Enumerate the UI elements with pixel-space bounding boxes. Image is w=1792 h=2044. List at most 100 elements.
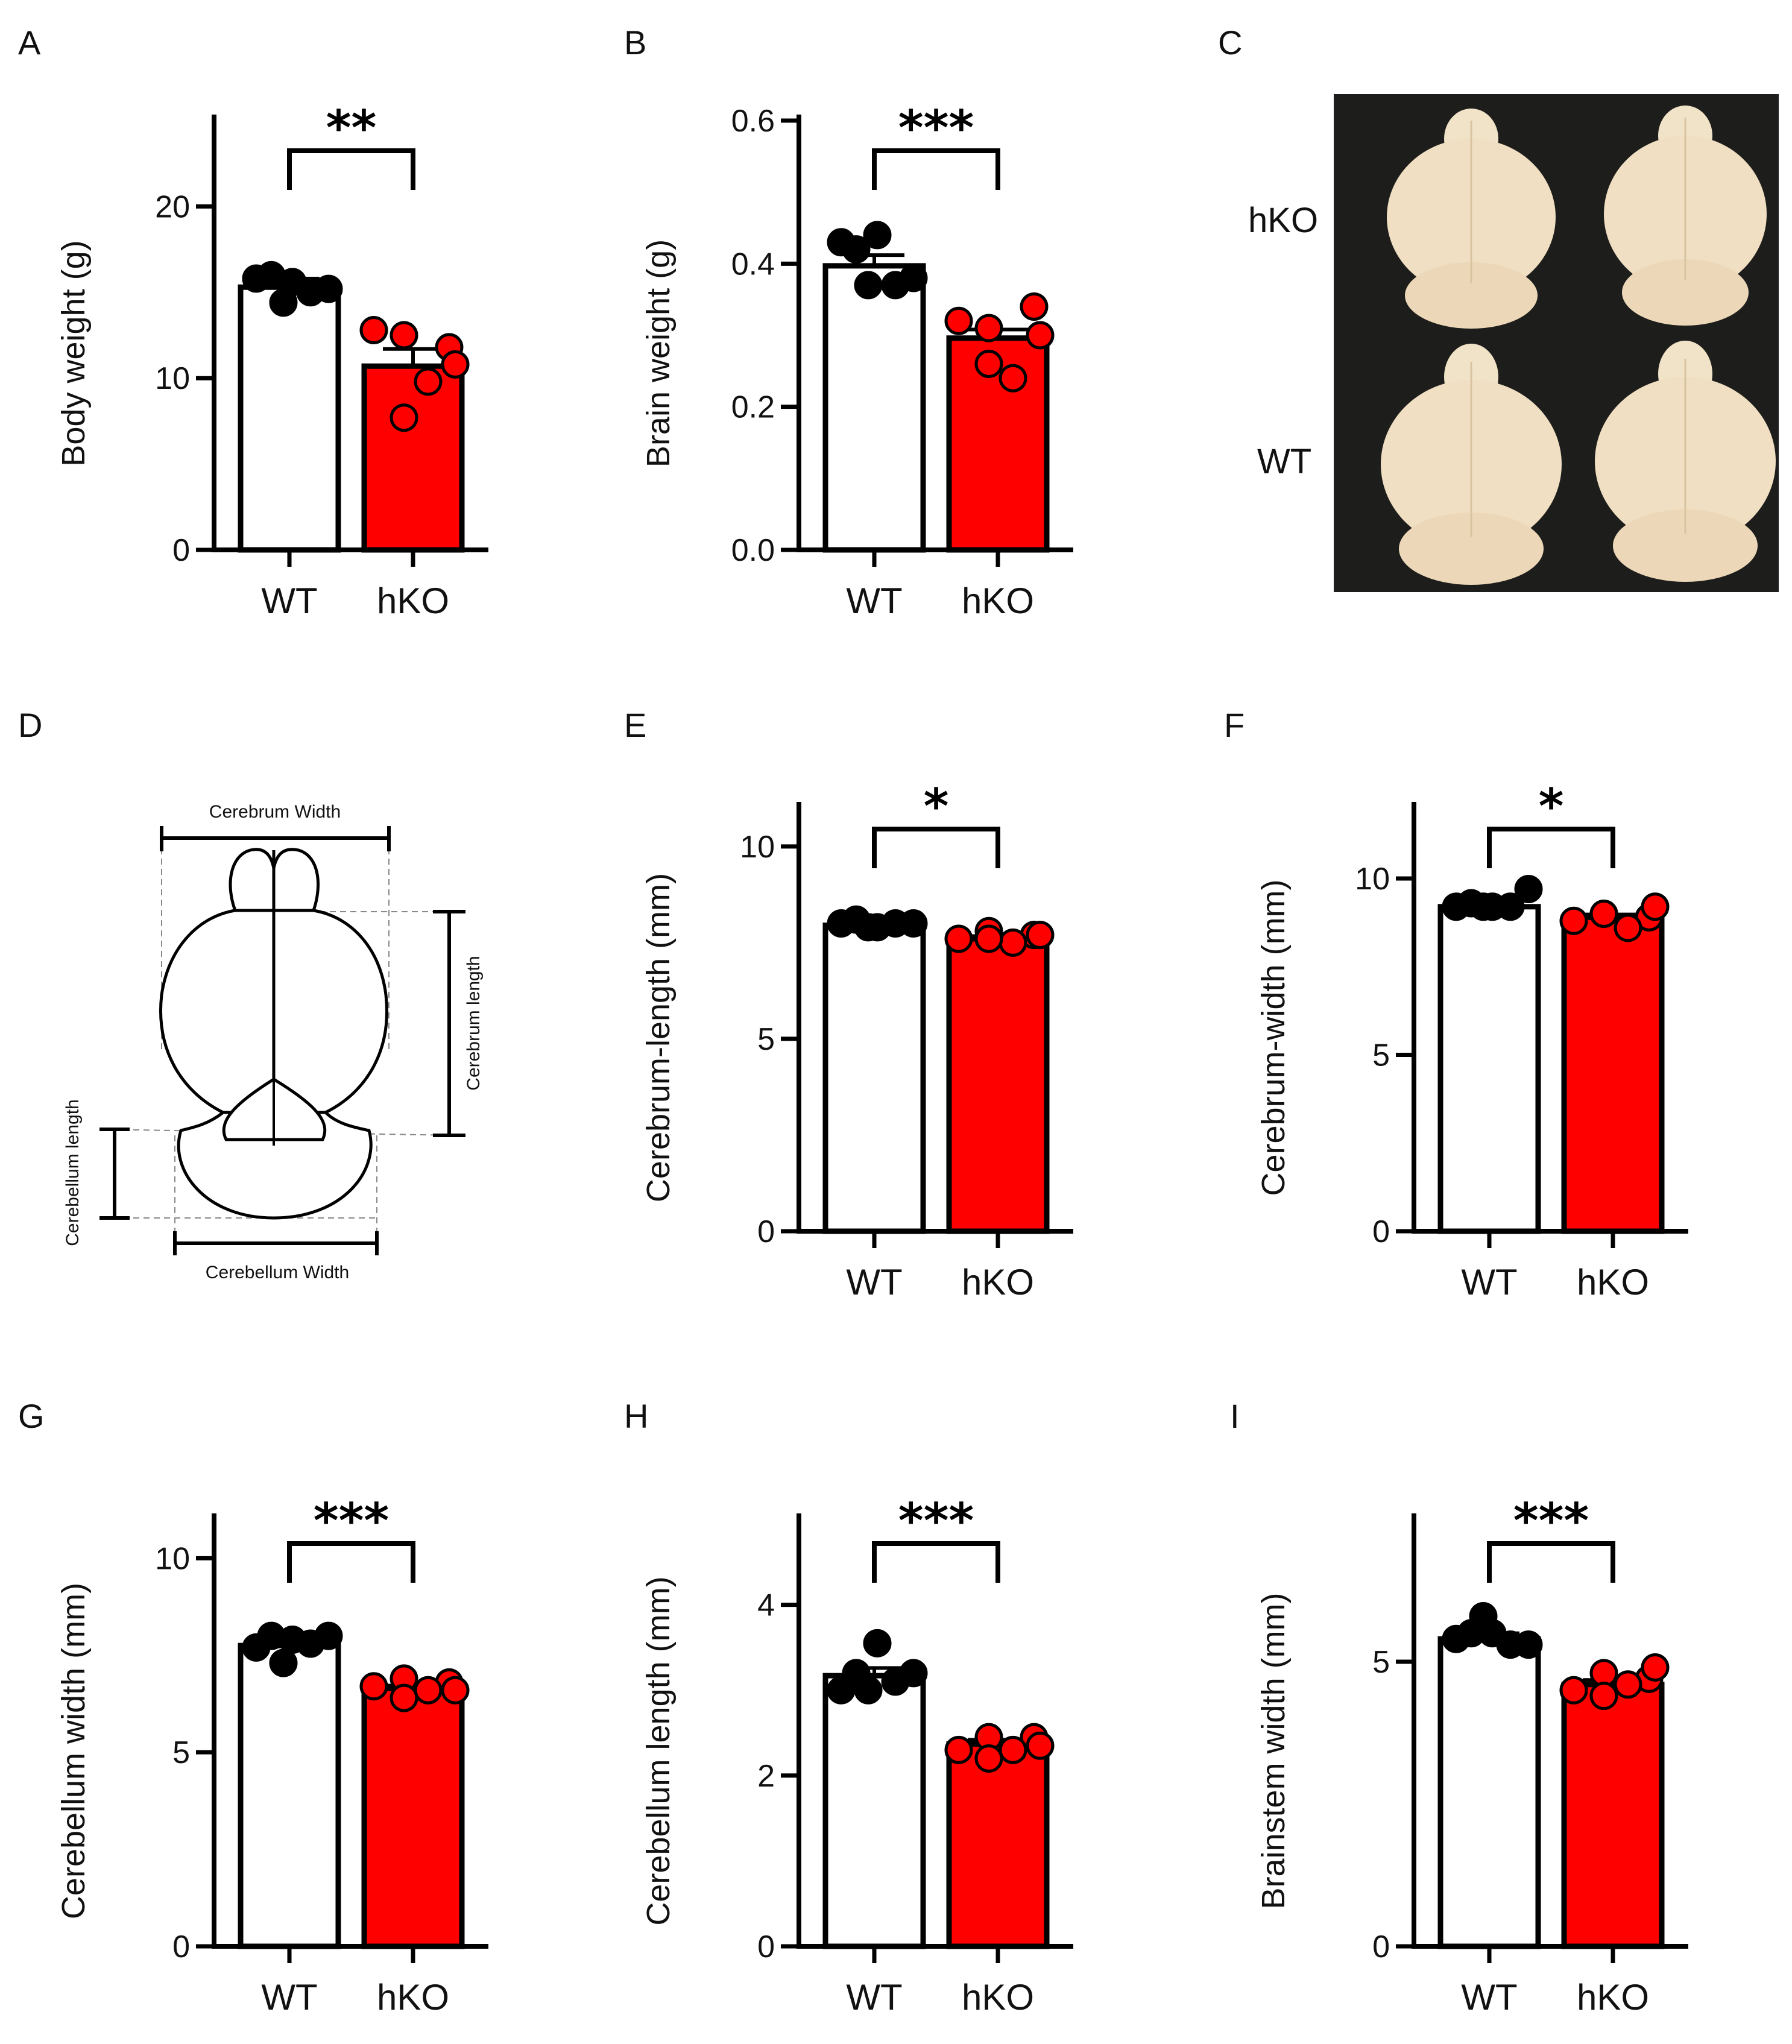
data-point-hko xyxy=(1026,921,1055,950)
y-axis-label: Brainstem width (mm) xyxy=(1255,1592,1292,1909)
y-axis-label: Cerebrum-width (mm) xyxy=(1255,879,1292,1196)
data-point-wt xyxy=(1514,1630,1543,1659)
data-point-hko xyxy=(999,1735,1027,1764)
panel-letter: A xyxy=(18,24,41,62)
brain-wt-left xyxy=(1381,344,1562,585)
panel-letter-c: C xyxy=(1218,24,1242,62)
panel-f-cerebrum-width: F 0 5 10 WT hKO Cerebrum-width (mm) * xyxy=(1224,706,1688,1302)
panel-e-cerebrum-length: E 0 5 10 WT hKO Cerebrum-length (mm) * xyxy=(624,706,1073,1302)
data-point-hko xyxy=(944,924,973,953)
panel-letter: I xyxy=(1230,1397,1240,1435)
significance-label: *** xyxy=(314,1493,390,1549)
y-tick-label: 0 xyxy=(172,1929,190,1964)
x-tick-label-wt: WT xyxy=(846,1977,902,2017)
brain-wt-right xyxy=(1595,341,1776,582)
data-point-wt xyxy=(269,288,298,317)
y-tick-label: 0.6 xyxy=(731,104,775,139)
y-tick-label: 5 xyxy=(1372,1645,1390,1680)
x-tick-label-hko: hKO xyxy=(1577,1977,1649,2017)
bar-wt xyxy=(822,923,926,1234)
data-point-hko xyxy=(359,315,388,344)
x-tick-label-hko: hKO xyxy=(377,1977,449,2017)
data-point-hko xyxy=(390,1683,418,1712)
label-cerebrum-length: Cerebrum length xyxy=(464,956,484,1090)
significance-label: * xyxy=(924,778,949,834)
data-point-hko xyxy=(414,1676,443,1705)
y-tick-label: 0 xyxy=(1372,1214,1390,1249)
panel-letter: G xyxy=(18,1397,45,1435)
photo-label-hko: hKO xyxy=(1248,201,1318,240)
bar-hko xyxy=(1561,914,1665,1234)
data-point-hko xyxy=(1020,292,1049,321)
data-point-wt xyxy=(314,274,343,303)
data-point-hko xyxy=(974,349,1003,378)
measurement-bars xyxy=(99,826,465,1255)
y-tick-label: 0 xyxy=(1372,1929,1390,1964)
bar-hko xyxy=(946,1741,1050,1949)
data-point-hko xyxy=(1026,1731,1055,1760)
data-point-wt xyxy=(842,235,871,264)
y-tick-label: 5 xyxy=(757,1022,775,1057)
x-tick-label-wt: WT xyxy=(1461,1262,1517,1302)
data-point-wt xyxy=(863,221,892,250)
data-point-hko xyxy=(944,306,973,335)
significance-bracket xyxy=(1487,1541,1615,1583)
y-tick-label: 10 xyxy=(740,830,775,865)
significance-bracket xyxy=(287,1541,415,1583)
data-point-hko xyxy=(390,403,418,432)
bar-wt xyxy=(238,284,341,553)
data-point-wt xyxy=(854,271,883,300)
x-tick-label-wt: WT xyxy=(846,581,902,621)
data-point-wt xyxy=(314,1621,343,1650)
significance-bracket xyxy=(872,827,1000,868)
data-point-hko xyxy=(414,367,443,396)
bar-hko xyxy=(361,1685,465,1949)
panel-b-brain-weight: B 0.0 0.2 0.4 0.6 WT hKO Brain weight (g) *** xyxy=(624,24,1073,621)
x-tick-label-hko: hKO xyxy=(962,1262,1034,1302)
data-point-hko xyxy=(359,1672,388,1701)
data-point-wt xyxy=(1514,875,1543,904)
significance-bracket xyxy=(287,148,415,190)
y-axis-label: Cerebellum width (mm) xyxy=(55,1583,92,1919)
data-point-hko xyxy=(944,1735,973,1764)
bar-wt xyxy=(238,1642,341,1949)
data-point-wt xyxy=(899,1659,928,1688)
significance-label: *** xyxy=(1513,1493,1589,1549)
bar-wt xyxy=(822,1673,926,1949)
bar-hko xyxy=(1561,1682,1665,1949)
panel-g-cerebellum-width: G 0 5 10 WT hKO Cerebellum width (mm) *** xyxy=(18,1397,488,2017)
significance-label: * xyxy=(1539,778,1564,834)
label-cerebellum-length: Cerebellum length xyxy=(63,1099,83,1246)
x-tick-label-hko: hKO xyxy=(962,581,1034,621)
data-point-hko xyxy=(1559,1676,1588,1705)
data-point-wt xyxy=(899,909,928,938)
y-tick-label: 0 xyxy=(757,1214,775,1249)
data-point-wt xyxy=(899,263,928,292)
significance-bracket xyxy=(1487,827,1615,868)
x-tick-label-wt: WT xyxy=(261,581,317,621)
y-tick-label: 2 xyxy=(757,1759,775,1794)
panel-letter: F xyxy=(1224,706,1245,744)
data-point-wt xyxy=(1469,892,1498,921)
data-point-hko xyxy=(999,928,1027,957)
bar-wt xyxy=(1437,1636,1541,1949)
x-tick-label-hko: hKO xyxy=(962,1977,1034,2017)
y-tick-label: 10 xyxy=(155,361,190,396)
y-tick-label: 10 xyxy=(155,1541,190,1576)
y-axis-label: Cerebrum-length (mm) xyxy=(640,873,677,1202)
data-point-wt xyxy=(863,1629,892,1658)
x-tick-label-wt: WT xyxy=(261,1977,317,2017)
panel-h-cerebellum-length: H 0 2 4 WT hKO Cerebellum length (mm) *** xyxy=(624,1397,1073,2017)
y-tick-label: 0.4 xyxy=(731,247,775,282)
significance-label: ** xyxy=(326,100,377,156)
data-point-wt xyxy=(1496,892,1525,921)
significance-label: *** xyxy=(898,1493,974,1549)
bar-hko xyxy=(361,363,465,553)
y-tick-label: 0 xyxy=(172,533,190,568)
y-axis-label: Cerebellum length (mm) xyxy=(640,1576,677,1925)
y-tick-label: 20 xyxy=(155,189,190,224)
y-tick-label: 0 xyxy=(757,1929,775,1964)
data-point-hko xyxy=(441,1676,470,1705)
brain-hko-right xyxy=(1604,106,1767,326)
